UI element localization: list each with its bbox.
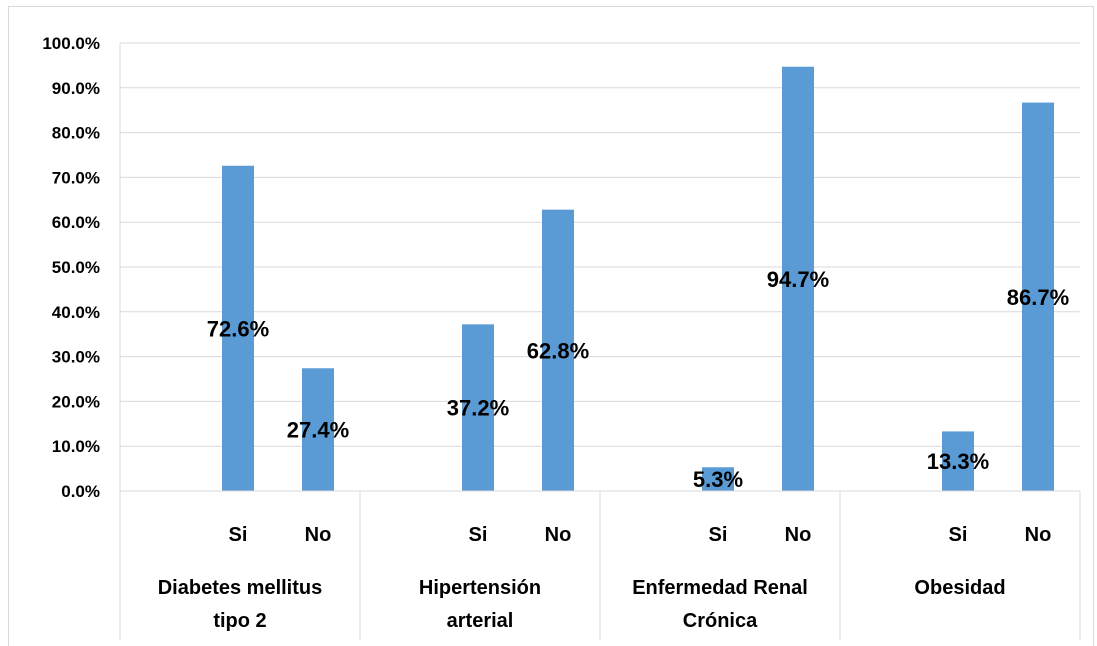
bar-category-label: Si: [469, 524, 488, 546]
y-tick-label: 0.0%: [61, 482, 100, 501]
bar-category-label: No: [1025, 524, 1052, 546]
bar: [222, 165, 254, 491]
bar: [782, 66, 814, 491]
y-tick-label: 10.0%: [52, 437, 100, 456]
group-label: Enfermedad Renal: [632, 577, 808, 599]
bar: [942, 431, 974, 491]
data-label: 86.7%: [1007, 285, 1069, 310]
data-label: 62.8%: [527, 338, 589, 363]
y-tick-label: 60.0%: [52, 213, 100, 232]
group-label: Diabetes mellitus: [158, 577, 323, 599]
y-tick-label: 70.0%: [52, 168, 100, 187]
bar: [542, 209, 574, 491]
group-label: arterial: [447, 610, 514, 632]
bar-category-label: No: [545, 524, 572, 546]
data-label: 94.7%: [767, 267, 829, 292]
data-label: 27.4%: [287, 418, 349, 443]
bar: [462, 324, 494, 491]
labels: 0.0% 10.0% 20.0% 30.0% 40.0% 50.0% 60.0% 70.0% 8…: [42, 34, 1069, 632]
bar: [1022, 102, 1054, 492]
y-tick-label: 20.0%: [52, 392, 100, 411]
y-tick-label: 40.0%: [52, 303, 100, 322]
data-label: 72.6%: [207, 316, 269, 341]
bar-category-label: No: [785, 524, 812, 546]
y-tick-label: 50.0%: [52, 258, 100, 277]
data-label: 37.2%: [447, 396, 509, 421]
bar-category-label: Si: [949, 524, 968, 546]
bars: [222, 66, 1054, 492]
data-label: 13.3%: [927, 449, 989, 474]
group-label: tipo 2: [213, 610, 266, 632]
bar-category-label: No: [305, 524, 332, 546]
axes: [119, 43, 1081, 640]
y-tick-label: 30.0%: [52, 348, 100, 367]
y-tick-label: 100.0%: [42, 34, 100, 53]
bar: [702, 467, 734, 491]
gridlines: [120, 42, 1080, 447]
chart-frame: [8, 6, 1094, 646]
group-label: Crónica: [683, 610, 758, 632]
group-label: Hipertensión: [419, 577, 541, 599]
y-tick-label: 90.0%: [52, 79, 100, 98]
group-label: Obesidad: [914, 577, 1005, 599]
bar-category-label: Si: [709, 524, 728, 546]
data-label: 5.3%: [693, 467, 743, 492]
bar: [302, 368, 334, 491]
y-tick-label: 80.0%: [52, 124, 100, 143]
bar-category-label: Si: [229, 524, 248, 546]
